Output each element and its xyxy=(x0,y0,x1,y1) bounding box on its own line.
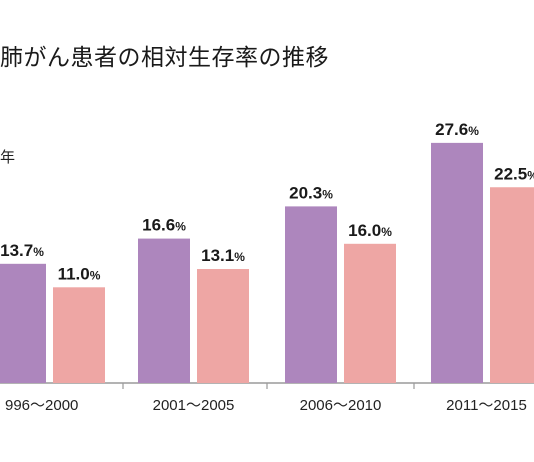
category-label: 2006～2010 xyxy=(300,397,382,414)
bar-series-1-4 xyxy=(431,142,483,383)
data-label: 16.6% xyxy=(142,216,186,235)
chart-title: 肺がん患者の相対生存率の推移 xyxy=(0,45,329,71)
data-label: 13.1% xyxy=(201,246,245,265)
bar-series-2-1 xyxy=(53,287,105,383)
data-label: 20.3% xyxy=(289,183,333,202)
bar-series-1-2 xyxy=(138,238,190,383)
data-label: 16.0% xyxy=(348,221,392,240)
legend-fragment: 年 xyxy=(0,148,16,166)
data-label: 27.6% xyxy=(435,120,479,139)
category-label: 996～2000 xyxy=(5,397,78,414)
data-label: 13.7% xyxy=(0,241,44,260)
category-label: 2011～2015 xyxy=(446,397,527,414)
bar-series-2-4 xyxy=(490,187,534,383)
bar-series-1-1 xyxy=(0,263,46,383)
data-label: 11.0% xyxy=(58,264,101,283)
data-label: 22.5% xyxy=(494,164,534,183)
bar-series-2-2 xyxy=(197,269,249,383)
category-label: 2001～2005 xyxy=(153,397,235,414)
bar-series-1-3 xyxy=(285,206,337,383)
bar-series-2-3 xyxy=(344,243,396,383)
